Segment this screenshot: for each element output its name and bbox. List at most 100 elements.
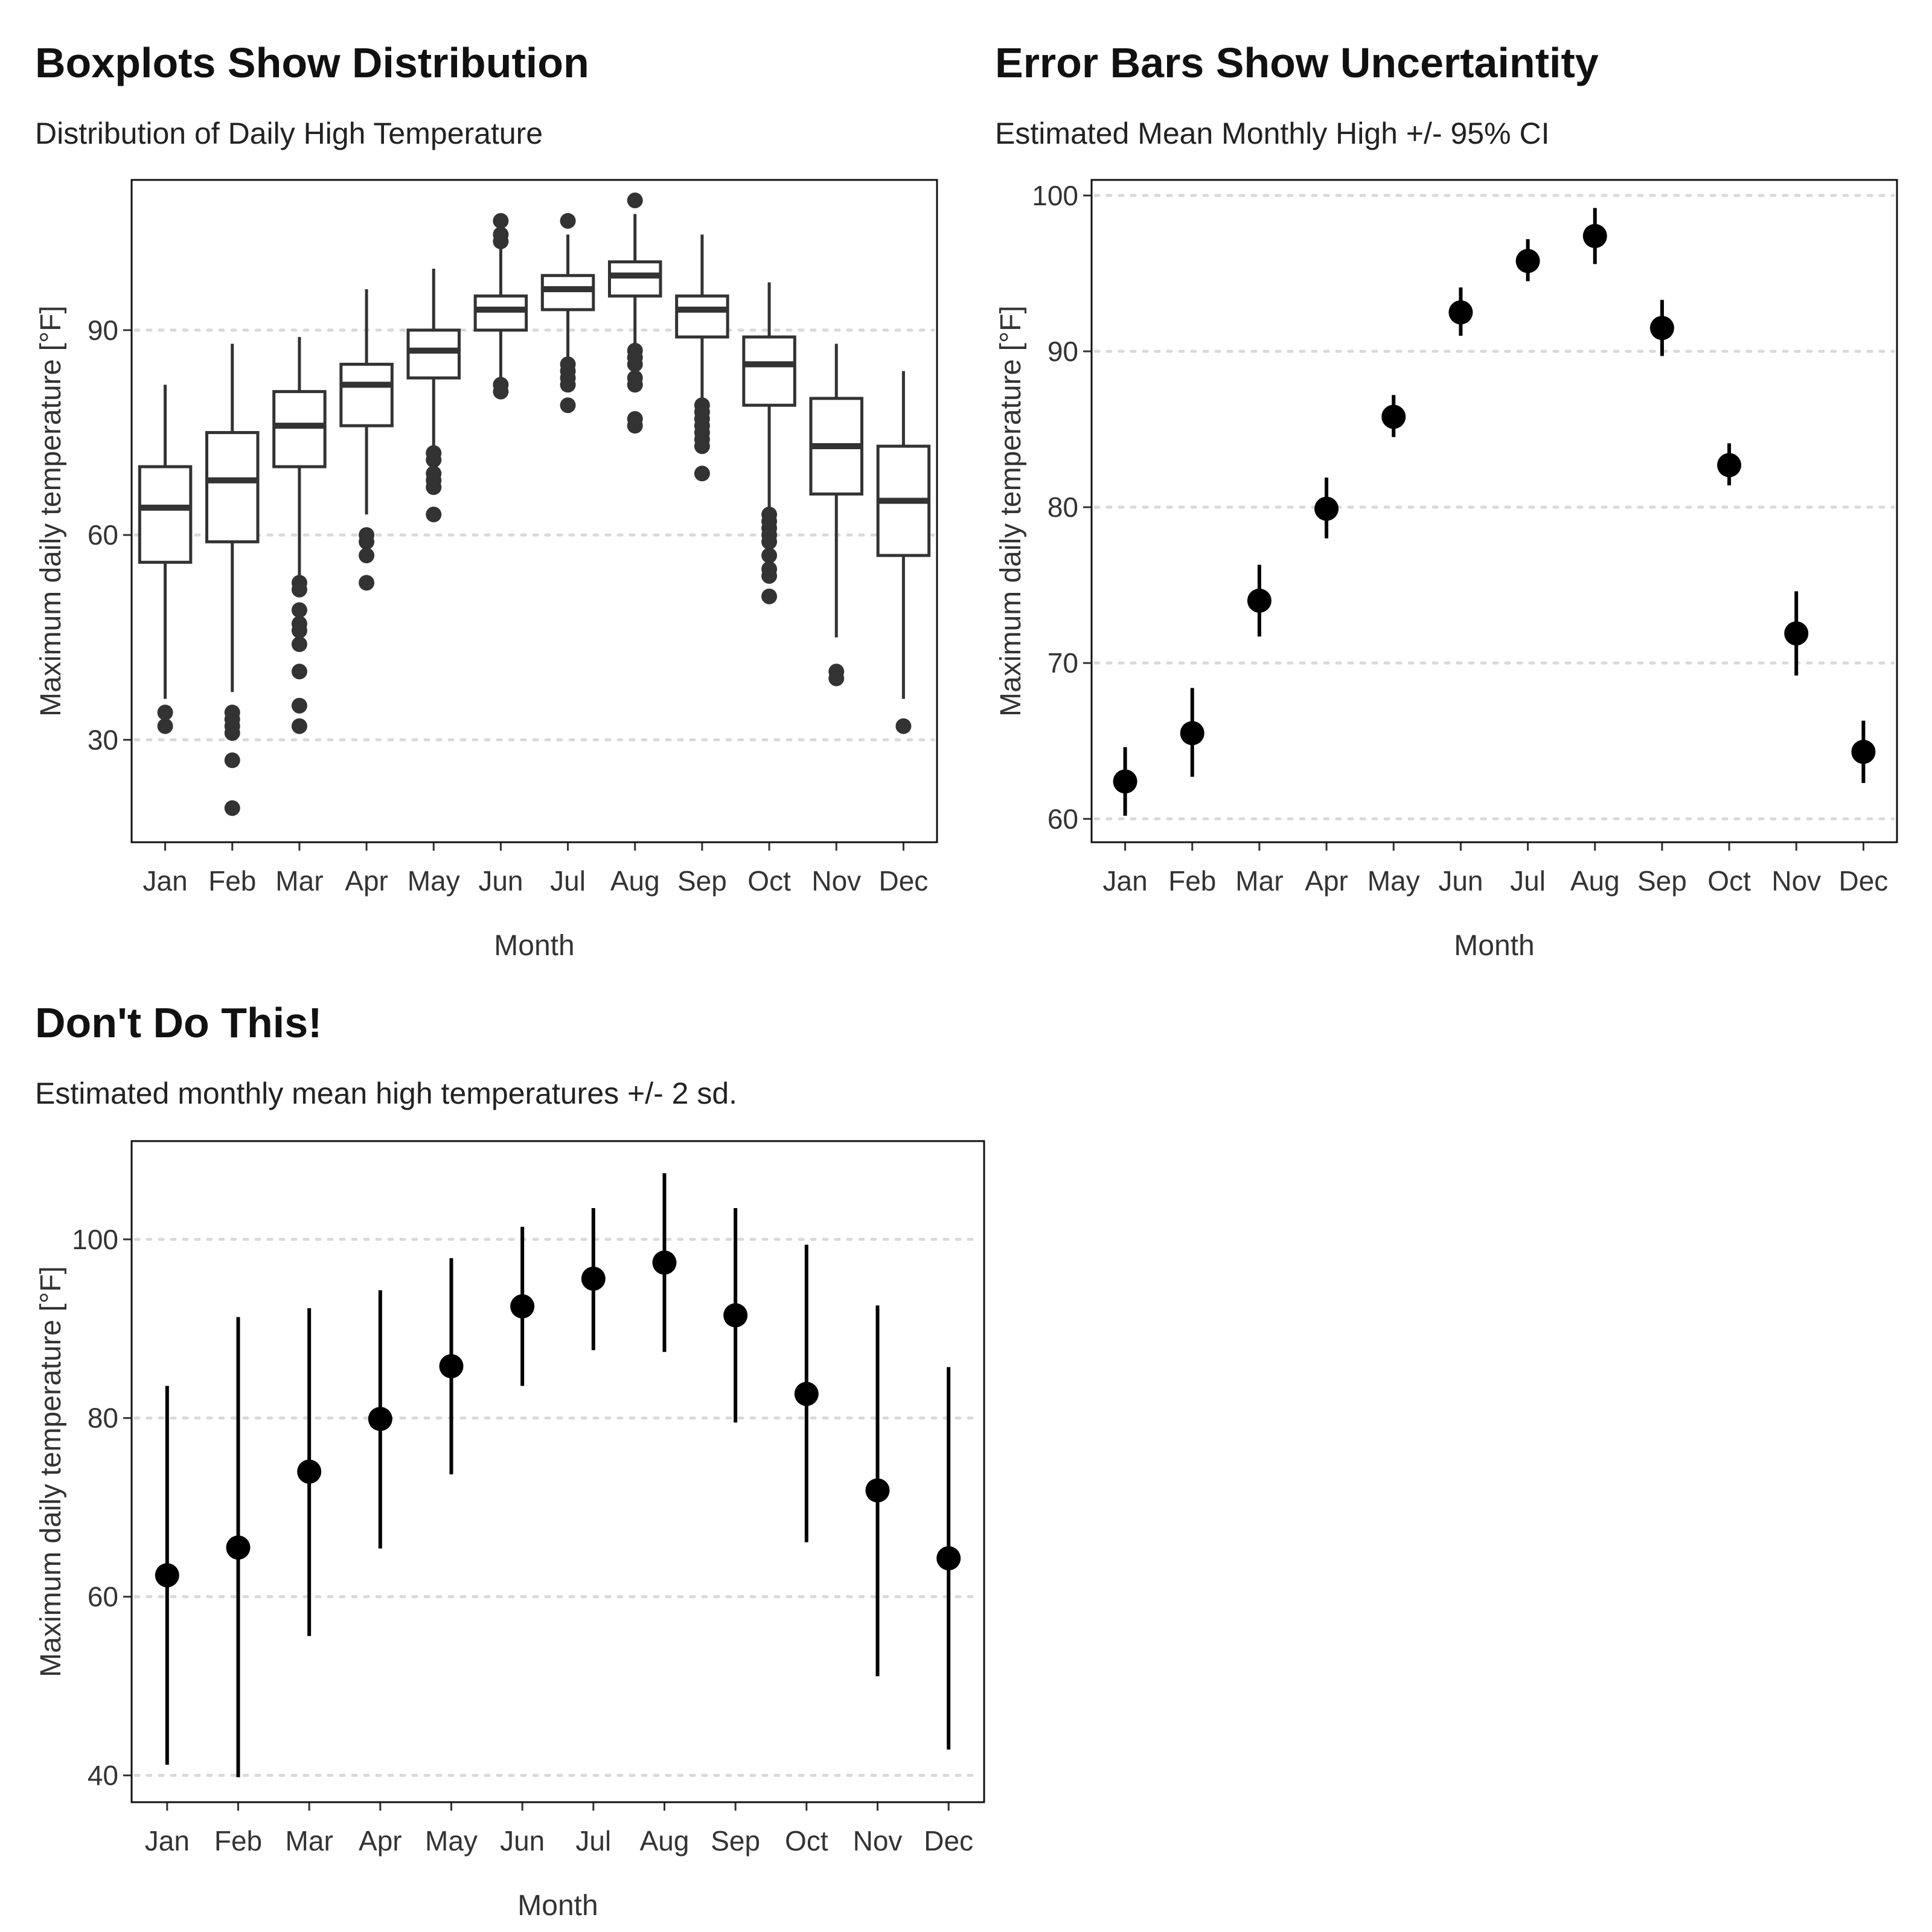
x-tick-label: Aug [640,1825,689,1857]
x-tick-label: Apr [359,1825,402,1857]
x-tick-label: Mar [286,1825,333,1857]
y-axis-label: Maximum daily temperature [°F] [35,1266,67,1677]
y-tick-label: 60 [88,1581,118,1613]
pointrange-may [1381,395,1406,437]
outlier-point [291,602,307,618]
x-tick-label: Mar [1235,865,1283,897]
x-tick-label: Sep [677,865,727,897]
x-tick-label: Dec [1839,865,1889,897]
outlier-point [761,548,778,564]
y-tick-label: 100 [72,1224,118,1255]
outlier-point [291,664,307,680]
box-dec [876,371,931,734]
mean-point [226,1535,251,1560]
x-tick-label: Jan [1102,865,1147,897]
outlier-point [291,575,307,591]
x-tick-label: Jan [142,865,187,897]
box-iqr [742,335,796,407]
plot-border [1090,179,1898,843]
pointrange-dec [1851,720,1876,783]
series-marks [1113,208,1876,816]
x-tick-label: Jul [550,865,586,897]
outlier-point [694,397,710,414]
box-iqr [205,430,260,543]
pointrange-aug [1582,208,1607,264]
box-aug [608,192,662,434]
gridlines [1093,194,1895,820]
panel-title: Boxplots Show Distribution [35,39,589,86]
panel-subtitle: Distribution of Daily High Temperature [35,117,543,150]
box-iqr [540,273,595,312]
mean-point [865,1478,890,1503]
outlier-point [627,411,643,427]
x-axis-label: Month [517,1890,598,1922]
pointrange-aug [652,1173,677,1352]
x-tick-label: Jun [478,865,523,897]
x-tick-label: Jul [1510,865,1546,897]
x-tick-label: May [1367,865,1420,897]
box-mar [272,337,327,734]
panel-2: Error Bars Show Uncertaintity Estimated M… [995,39,1898,962]
panel-subtitle: Estimated Mean Monthly High +/- 95% CI [995,117,1549,150]
outlier-point [291,636,307,653]
y-tick-label: 80 [1048,491,1078,523]
y-tick-label: 30 [88,724,118,755]
outlier-point [493,213,509,229]
outlier-point [157,705,173,721]
x-tick-label: Sep [711,1825,760,1857]
pointrange-jun [1448,287,1473,336]
pointrange-jul [1515,239,1540,281]
y-tick-label: 70 [1048,647,1078,679]
y-tick-label: 90 [1048,336,1078,367]
box-oct [742,282,796,604]
x-tick-label: Apr [1305,865,1348,897]
pointrange-oct [1717,443,1742,485]
y-tick-label: 90 [88,315,118,346]
panel-subtitle: Estimated monthly mean high temperatures… [35,1076,737,1110]
box-jun [473,213,528,400]
x-axis-label: Month [494,930,574,962]
x-tick-label: Sep [1637,865,1687,897]
outlier-point [224,705,240,721]
outlier-point [359,527,375,543]
x-axis: Jan Feb Mar Apr May Jun Jul Aug Sep Oct Nov Dec [142,842,928,897]
mean-point [1851,740,1876,764]
mean-point [155,1563,179,1588]
box-apr [339,289,394,591]
x-tick-label: Dec [879,865,929,897]
box-iqr [608,260,662,298]
pointrange-may [439,1258,464,1474]
box-nov [809,344,863,686]
pointrange-feb [1180,688,1204,777]
mean-point [297,1459,322,1484]
x-tick-label: Mar [275,865,323,897]
outlier-point [828,664,845,680]
outlier-point [291,718,307,734]
pointrange-feb [226,1317,251,1777]
outlier-point [426,445,442,461]
mean-point [1649,316,1674,341]
x-tick-label: Dec [924,1825,973,1857]
x-axis: Jan Feb Mar Apr May Jun Jul Aug Sep Oct Nov Dec [1102,842,1888,897]
mean-point [794,1381,819,1406]
box-iqr [138,465,193,564]
y-tick-label: 80 [88,1403,118,1434]
outlier-point [291,616,307,632]
outlier-point [493,377,509,393]
x-tick-label: Nov [1771,865,1821,897]
outlier-point [493,226,509,243]
x-tick-label: Oct [1707,865,1751,897]
x-tick-label: Jul [575,1825,611,1857]
y-axis-label: Maximum daily temperature [°F] [995,305,1027,717]
outlier-point [560,356,576,373]
outlier-point [627,369,643,386]
y-axis: 30 60 90 [88,315,132,755]
x-tick-label: Nov [811,865,861,897]
pointrange-nov [1784,591,1809,676]
mean-point [581,1266,606,1291]
mean-point [1515,249,1540,273]
mean-point [1784,621,1809,646]
x-tick-label: Jun [500,1825,545,1857]
x-tick-label: May [425,1825,478,1857]
series-marks [138,192,931,816]
